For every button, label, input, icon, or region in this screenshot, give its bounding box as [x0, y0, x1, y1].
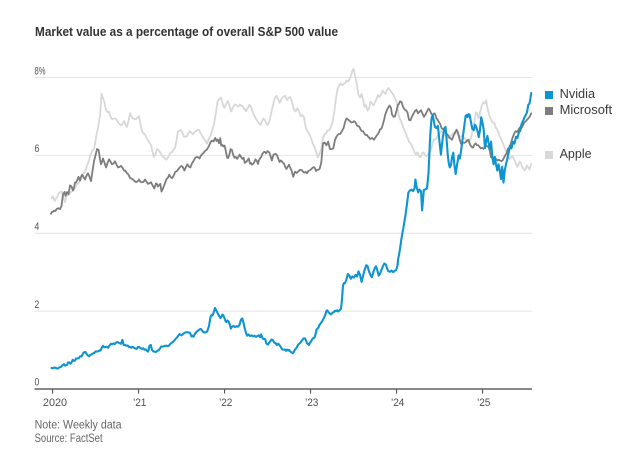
svg-text:6: 6: [35, 143, 40, 155]
svg-text:8%: 8%: [35, 65, 46, 77]
svg-text:Market value as a percentage o: Market value as a percentage of overall …: [35, 24, 338, 39]
svg-text:2020: 2020: [43, 397, 67, 409]
svg-text:Source: FactSet: Source: FactSet: [35, 433, 104, 445]
svg-text:4: 4: [35, 221, 40, 233]
svg-text:’25: ’25: [477, 397, 490, 409]
svg-text:’22: ’22: [219, 397, 232, 409]
svg-text:Apple: Apple: [560, 147, 592, 161]
svg-text:’24: ’24: [391, 397, 404, 409]
svg-text:’21: ’21: [133, 397, 146, 409]
svg-text:2: 2: [35, 299, 40, 311]
svg-text:0: 0: [35, 377, 40, 389]
svg-text:Nvidia: Nvidia: [560, 87, 596, 101]
svg-text:Note: Weekly data: Note: Weekly data: [35, 420, 123, 432]
svg-text:’23: ’23: [305, 397, 318, 409]
svg-text:Microsoft: Microsoft: [560, 103, 613, 117]
